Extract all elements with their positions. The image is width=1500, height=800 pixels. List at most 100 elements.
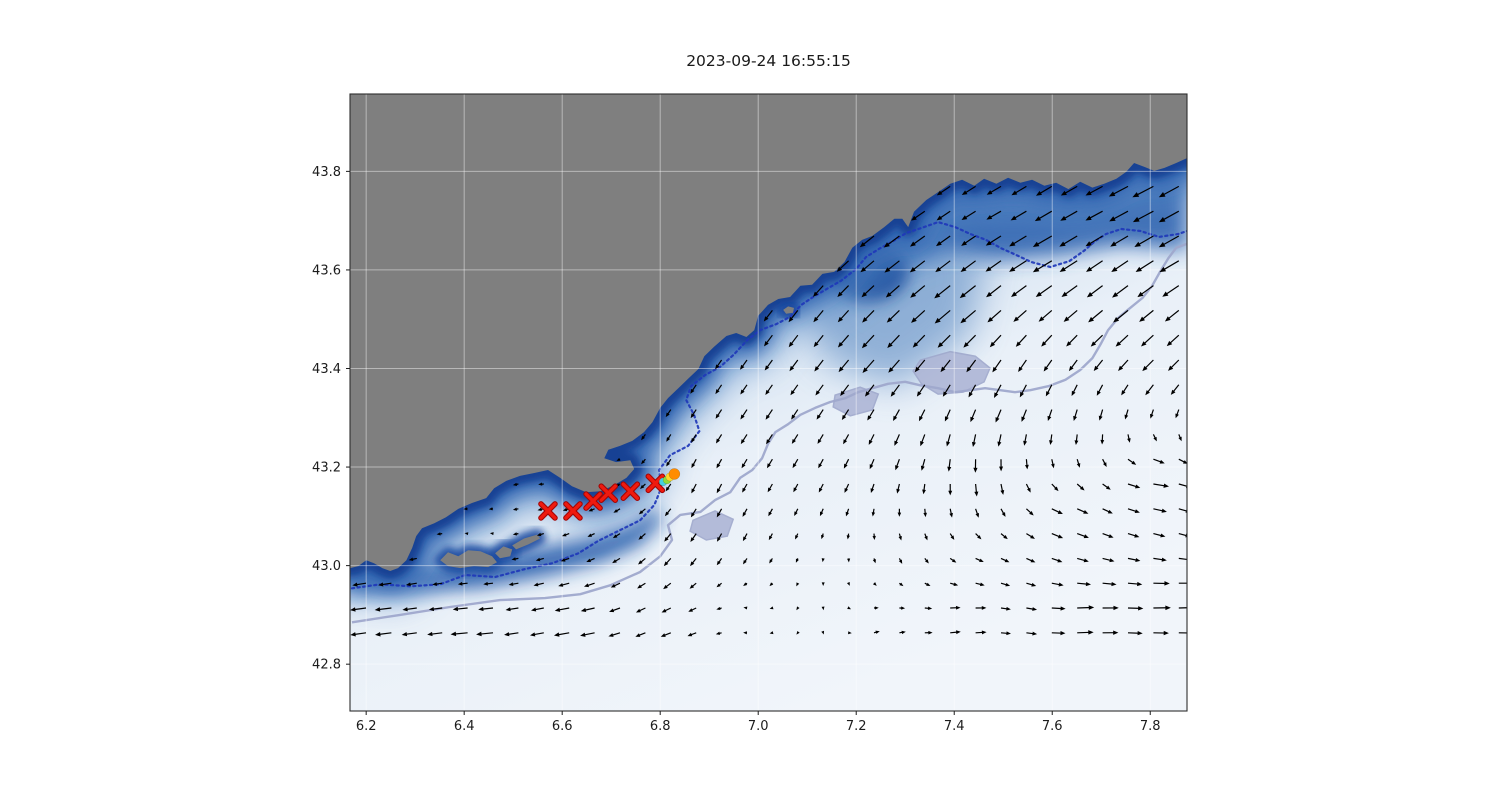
quiver-arrow [861,235,875,246]
quiver-arrowhead [641,460,646,465]
quiver-arrowhead [894,440,899,446]
quiver-arrowhead [1135,266,1142,273]
quiver-arrowhead [819,511,824,517]
quiver-arrowhead [1060,215,1067,221]
quiver-arrowhead [1093,365,1099,372]
quiver-arrowhead [951,558,957,563]
quiver-arrowhead [1088,316,1095,323]
quiver-arrowhead [742,560,747,565]
quiver-arrowhead [505,607,511,612]
quiver-arrow [1035,235,1053,246]
quiver-arrowhead [973,467,978,473]
quiver-arrowhead [1071,390,1076,397]
quiver-arrowhead [843,439,848,445]
quiver-arrowhead [1032,266,1040,273]
quiver-arrowhead [1138,606,1144,611]
quiver-arrowhead [1159,459,1165,464]
quiver-arrow [912,285,926,297]
quiver-arrowhead [561,533,567,537]
quiver-arrow [1111,185,1129,196]
quiver-arrow [1162,260,1180,271]
quiver-arrowhead [979,582,985,587]
quiver-arrowhead [914,366,920,373]
quiver-arrowhead [937,342,944,348]
quiver-arrowhead [742,512,747,517]
track-x-marker [621,482,640,500]
quiver-arrowhead [1161,508,1167,513]
quiver-arrowhead [795,535,799,540]
quiver-arrowhead [1111,581,1117,587]
quiver-arrowhead [1032,631,1038,636]
quiver-arrow [887,285,900,296]
quiver-arrow [1164,285,1180,296]
quiver-arrowhead [464,532,469,536]
quiver-arrowhead [862,367,868,374]
quiver-arrowhead [845,511,850,517]
quiver-arrowhead [742,536,747,542]
quiver-arrowhead [895,465,899,471]
quiver-arrowhead [1137,630,1143,636]
quiver-arrowhead [846,535,850,540]
quiver-arrow [1037,210,1053,221]
quiver-arrowhead [1004,558,1010,563]
quiver-arrowhead [769,631,774,635]
quiver-arrowhead [841,414,847,421]
quiver-arrowhead [1109,216,1116,222]
quiver-arrowhead [489,532,494,536]
quiver-arrowhead [867,415,872,421]
quiver-arrowhead [1168,365,1174,371]
quiver-arrow [912,309,926,322]
quiver-arrowhead [874,606,879,610]
quiver-arrowhead [1060,631,1066,636]
quiver-arrowhead [535,557,541,562]
quiver-arrow [1161,185,1180,197]
quiver-arrowhead [1058,582,1064,587]
quiver-arrowhead [715,389,720,395]
quiver-arrowhead [796,606,800,611]
quiver-arrowhead [995,417,1000,423]
quiver-arrowhead [1047,415,1052,421]
quiver-arrowhead [961,215,968,221]
quiver-arrowhead [1158,216,1166,223]
quiver-arrowhead [979,558,984,563]
quiver-arrowhead [861,342,868,349]
quiver-arrowhead [815,390,820,396]
quiver-arrowhead [1030,558,1036,563]
island [512,534,541,550]
quiver-arrowhead [476,631,482,637]
quiver-arrowhead [587,533,593,537]
quiver-arrowhead [926,582,931,587]
quiver-arrowhead [818,463,823,469]
quiver-arrow [961,285,976,297]
quiver-arrowhead [892,415,898,421]
quiver-arrow [1161,210,1180,222]
quiver-arrowhead [511,557,516,561]
quiver-arrow [1135,210,1154,222]
quiver-arrowhead [992,366,998,373]
quiver-arrowhead [848,631,852,635]
quiver-arrowhead [715,631,721,635]
quiver-arrowhead [859,242,866,248]
quiver-arrowhead [1096,390,1101,396]
quiver-arrowhead [1113,317,1120,323]
quiver-arrowhead [1108,191,1116,197]
quiver-arrowhead [408,557,414,561]
quiver-arrowhead [960,266,967,272]
quiver-arrowhead [897,512,902,517]
plot-title: 2023-09-24 16:55:15 [686,52,851,70]
quiver-arrowhead [1115,341,1122,347]
quiver-arrowhead [586,558,592,562]
quiver-arrowhead [953,582,959,586]
quiver-arrowhead [1134,509,1140,514]
quiver-arrowhead [985,266,992,272]
quiver-arrowhead [821,606,825,611]
quiver-arrowhead [997,441,1002,447]
quiver-arrowhead [1057,558,1063,563]
quiver-arrowhead [872,582,877,586]
quiver-arrow [1088,260,1103,271]
quiver-arrowhead [868,439,873,445]
quiver-arrowhead [691,488,696,494]
quiver-arrowhead [1105,485,1111,490]
quiver-arrow [1111,210,1129,221]
track-x-marker [584,492,602,510]
